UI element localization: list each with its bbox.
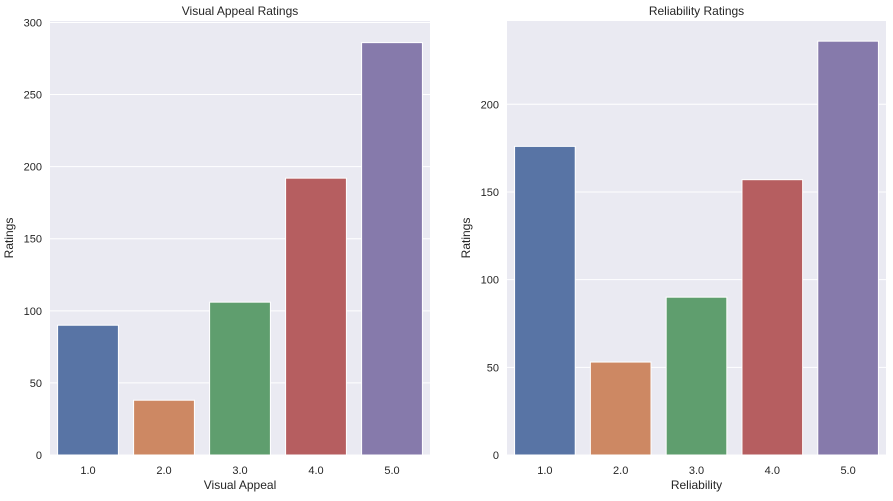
y-tick-label: 150 (481, 187, 499, 199)
y-axis-label: Ratings (459, 218, 473, 259)
chart-title: Visual Appeal Ratings (182, 4, 299, 18)
x-tick-label: 1.0 (537, 465, 552, 477)
x-tick-label: 2.0 (613, 465, 628, 477)
x-tick-label: 2.0 (156, 465, 171, 477)
bar-3.0 (209, 301, 271, 456)
bar-1.0 (57, 324, 119, 456)
chart-visual-appeal: 0 50 100 150 200 250 300 1.0 2.0 3.0 4.0 5.0 Visual … (2, 4, 430, 492)
y-tick-label: 250 (24, 90, 42, 102)
bar-5.0 (361, 42, 423, 456)
x-tick-label: 4.0 (308, 465, 323, 477)
y-axis-label: Ratings (2, 218, 16, 259)
x-tick-label: 5.0 (384, 465, 399, 477)
chart-title: Reliability Ratings (649, 4, 744, 18)
y-tick-label: 50 (30, 378, 42, 390)
y-tick-label: 100 (481, 275, 499, 287)
y-tick-label: 200 (24, 162, 42, 174)
x-tick-label: 3.0 (689, 465, 704, 477)
y-tick-label: 0 (493, 450, 499, 462)
y-tick-label: 0 (36, 450, 42, 462)
y-tick-label: 50 (487, 362, 499, 374)
bar-5.0 (817, 40, 879, 456)
y-tick-label: 150 (24, 234, 42, 246)
x-tick-label: 3.0 (232, 465, 247, 477)
bar-2.0 (589, 361, 652, 456)
y-tick-label: 300 (24, 17, 42, 29)
x-axis-label: Visual Appeal (204, 478, 277, 492)
x-tick-label: 5.0 (840, 465, 855, 477)
bar-1.0 (514, 145, 576, 456)
x-axis-label: Reliability (671, 478, 722, 492)
chart-reliability: 0 50 100 150 200 1.0 2.0 3.0 4.0 5.0 Reliability R… (459, 4, 886, 492)
bar-4.0 (285, 177, 347, 456)
x-tick-label: 1.0 (80, 465, 95, 477)
y-tick-label: 200 (481, 99, 499, 111)
y-tick-label: 100 (24, 306, 42, 318)
x-tick-label: 4.0 (765, 465, 780, 477)
bar-4.0 (741, 179, 804, 456)
bar-2.0 (133, 399, 195, 456)
bar-3.0 (665, 296, 728, 456)
